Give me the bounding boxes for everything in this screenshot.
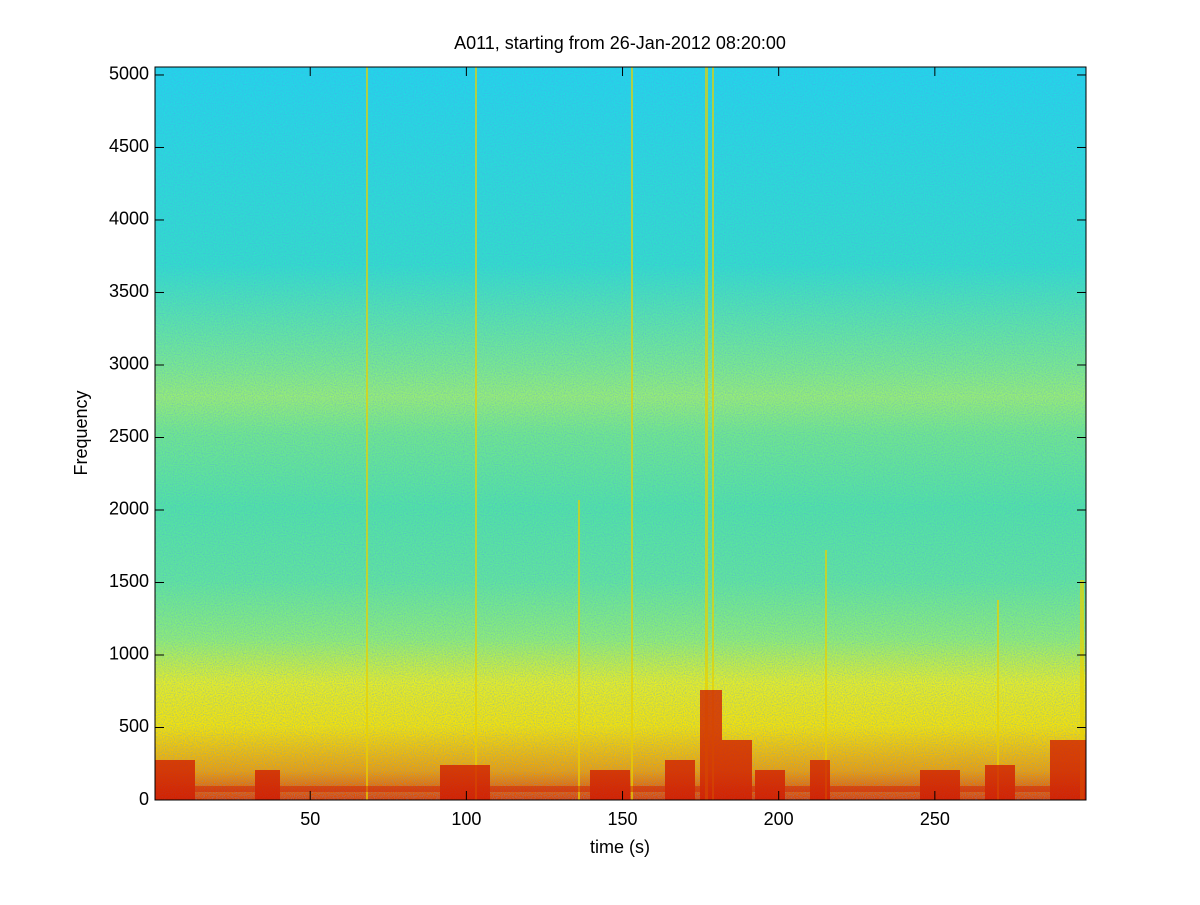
spectrogram-streaks	[366, 67, 1084, 800]
x-tick-label: 100	[451, 809, 481, 829]
x-tick-label: 150	[608, 809, 638, 829]
y-tick-label: 0	[139, 789, 149, 809]
y-axis-label: Frequency	[71, 390, 91, 475]
spectrogram-low-energy	[155, 690, 1086, 800]
chart-title: A011, starting from 26-Jan-2012 08:20:00	[454, 33, 786, 53]
y-tick-label: 1500	[109, 571, 149, 591]
x-axis-label: time (s)	[590, 837, 650, 857]
y-tick-label: 1000	[109, 644, 149, 664]
y-tick-label: 2500	[109, 426, 149, 446]
y-tick-label: 5000	[109, 64, 149, 84]
y-tick-label: 2000	[109, 499, 149, 519]
y-tick-label: 4000	[109, 209, 149, 229]
x-tick-label: 200	[764, 809, 794, 829]
plot-frame	[154, 66, 1087, 801]
y-tick-label: 3000	[109, 354, 149, 374]
x-tick-label: 250	[920, 809, 950, 829]
y-tick-label: 3500	[109, 281, 149, 301]
x-tick-label: 50	[300, 809, 320, 829]
spectrogram-image	[155, 67, 1086, 800]
y-tick-label: 500	[119, 716, 149, 736]
spectrogram-noise	[155, 67, 1086, 800]
y-tick-label: 4500	[109, 136, 149, 156]
